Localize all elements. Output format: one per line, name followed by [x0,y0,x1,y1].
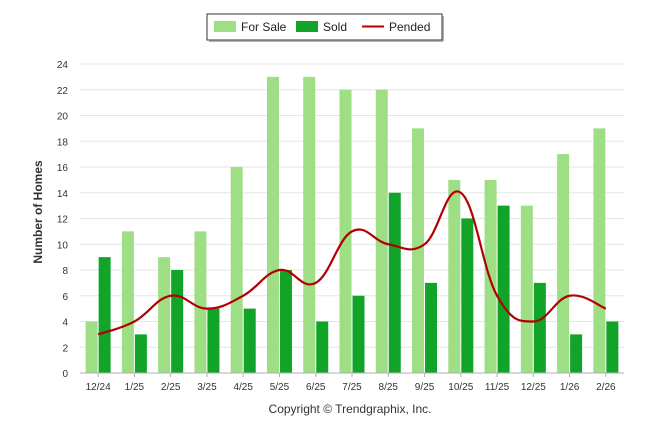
x-tick-label: 1/25 [125,382,145,393]
bar-sold [425,282,438,373]
y-tick-label: 8 [62,266,68,277]
bar-sold [171,270,184,373]
copyright-footer: Copyright © Trendgraphix, Inc. [269,402,432,416]
bar-sold [533,282,546,373]
x-tick-label: 11/25 [485,382,510,393]
bar-for-sale [194,231,207,373]
y-axis-label: Number of Homes [31,160,45,264]
bar-sold [279,270,292,373]
x-tick-label: 5/25 [270,382,290,393]
y-tick-label: 24 [57,60,69,71]
legend-swatch [214,21,236,32]
bar-sold [316,321,329,373]
bar-sold [243,308,256,373]
bars [85,76,619,373]
bar-for-sale [158,257,171,373]
y-tick-label: 22 [57,86,69,97]
bar-for-sale [85,321,98,373]
y-tick-label: 4 [62,318,68,329]
x-tick-label: 3/25 [197,382,217,393]
x-tick-label: 8/25 [379,382,399,393]
x-tick-label: 7/25 [342,382,362,393]
bar-sold [207,308,220,373]
x-tick-label: 1/26 [560,382,580,393]
bar-for-sale [593,128,606,373]
bar-sold [461,218,474,373]
bar-sold [388,192,401,373]
legend-label: Pended [389,20,430,34]
x-tick-label: 12/24 [86,382,111,393]
bar-for-sale [303,76,316,373]
pended-series [97,190,607,336]
x-tick-label: 4/25 [233,382,253,393]
bar-sold [497,205,510,373]
legend-box [206,13,443,41]
bar-sold [98,257,111,373]
bar-for-sale [375,89,388,373]
legend-label: Sold [323,20,347,34]
legend: For Sale Sold Pended [206,13,444,42]
x-axis-ticks: 12/24 1/25 2/25 3/25 4/25 5/25 6/25 7/25 8/25 9/2… [86,373,616,393]
bar-for-sale [412,128,425,373]
y-tick-label: 14 [57,189,69,200]
y-tick-label: 20 [57,112,69,123]
legend-swatch [296,21,318,32]
x-tick-label: 6/25 [306,382,326,393]
bar-sold [352,295,365,373]
y-tick-label: 12 [57,215,69,226]
y-tick-label: 0 [62,369,68,380]
x-tick-label: 2/25 [161,382,181,393]
bar-for-sale [339,89,352,373]
pended-line [97,190,607,336]
bar-for-sale [266,76,279,373]
legend-label: For Sale [241,20,287,34]
bar-for-sale [121,231,134,373]
bar-sold [606,321,619,373]
bar-for-sale [557,154,570,373]
bar-sold [570,334,583,373]
legend-item-pended[interactable]: Pended [362,20,430,34]
bar-sold [134,334,147,373]
bar-for-sale [448,179,461,373]
x-tick-label: 10/25 [448,382,473,393]
bar-for-sale [230,167,243,373]
x-tick-label: 2/26 [596,382,616,393]
y-tick-label: 16 [57,163,69,174]
y-tick-label: 18 [57,137,69,148]
legend-item-for-sale[interactable]: For Sale [214,20,287,34]
y-tick-label: 6 [62,292,68,303]
x-tick-label: 9/25 [415,382,435,393]
x-tick-label: 12/25 [521,382,546,393]
bar-for-sale [520,205,533,373]
legend-item-sold[interactable]: Sold [296,20,347,34]
y-tick-label: 2 [62,343,68,354]
y-tick-label: 10 [57,240,69,251]
